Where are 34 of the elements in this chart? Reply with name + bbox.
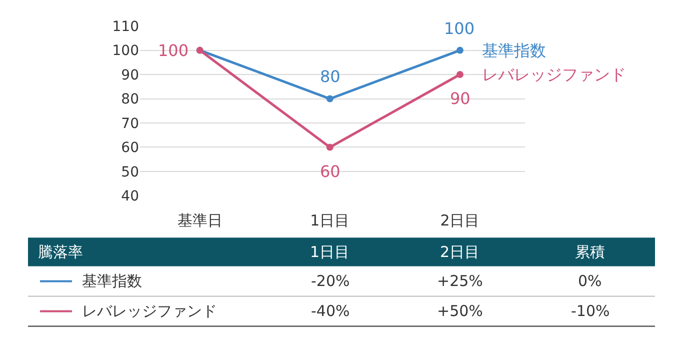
data-label: +25% <box>437 272 483 290</box>
series-label: 基準指数 <box>482 41 546 60</box>
data-label: 90 <box>450 89 470 108</box>
point <box>326 95 334 102</box>
legend-title: 騰落率 <box>38 243 83 261</box>
y-tick-label: 100 <box>112 43 139 60</box>
data-label: 100 <box>444 19 475 38</box>
category-label: 累積 <box>575 243 605 261</box>
y-tick-label: 70 <box>121 116 139 132</box>
x-tick-label: 2日目 <box>440 212 480 230</box>
data-label: 80 <box>320 67 340 86</box>
point <box>326 144 334 151</box>
data-label: 100 <box>158 41 189 60</box>
data-label: 60 <box>320 162 340 181</box>
y-tick-label: 60 <box>121 140 139 156</box>
point <box>456 71 464 78</box>
legend-label: 基準指数 <box>82 272 142 290</box>
category-label: 2日目 <box>440 243 480 261</box>
y-tick-label: 110 <box>112 18 139 35</box>
data-label: -40% <box>311 302 350 320</box>
series-label: レバレッジファンド <box>482 65 626 84</box>
y-tick-label: 80 <box>121 92 139 108</box>
data-label: 0% <box>578 272 602 290</box>
y-tick-label: 90 <box>121 67 139 84</box>
data-label: -20% <box>311 272 350 290</box>
point <box>456 46 464 54</box>
category-label: 1日目 <box>310 243 350 261</box>
legend-label: レバレッジファンド <box>82 302 217 320</box>
data-label: -10% <box>571 302 610 320</box>
x-tick-label: 1日目 <box>310 212 350 230</box>
y-tick-label: 50 <box>121 164 139 180</box>
data-label: +50% <box>437 302 483 320</box>
x-tick-label: 基準日 <box>177 212 222 230</box>
y-tick-label: 40 <box>121 188 139 205</box>
